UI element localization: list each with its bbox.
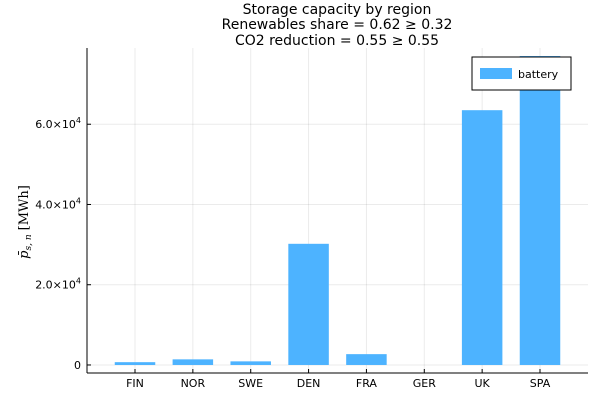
x-tick-label: FIN [126,377,144,390]
bar-uk [461,110,503,365]
x-tick-label: UK [475,377,491,390]
x-tick-label: DEN [297,377,321,390]
bar-fin [114,362,156,365]
bar-fra [346,354,387,365]
bar-den [288,243,329,365]
legend-label-battery: battery [518,68,559,81]
x-tick-label: NOR [181,377,206,390]
x-tick-label: SPA [530,377,551,390]
title-line-3: CO2 reduction = 0.55 ≥ 0.55 [235,33,439,49]
y-axis-label-subscript: s, n [24,234,34,250]
y-axis-label-symbol: p̄ [17,250,32,259]
bar-swe [230,361,271,365]
y-tick-label: 2.0×104 [35,277,81,292]
y-tick-label: 4.0×104 [35,196,81,211]
chart-title: Storage capacity by region Renewables sh… [222,2,453,49]
y-tick-label: 6.0×104 [35,116,81,131]
x-tick-labels: FIN NOR SWE DEN FRA GER UK SPA [126,369,551,390]
grid-lines [87,48,588,373]
y-axis-label-unit: [MWh] [17,185,32,230]
title-line-1: Storage capacity by region [243,2,432,18]
legend-swatch-battery [480,68,512,79]
y-tick-label: 0 [74,359,81,372]
title-line-2: Renewables share = 0.62 ≥ 0.32 [222,17,453,33]
bars [114,56,561,365]
legend: battery [471,56,572,91]
axes [86,48,588,374]
bar-nor [172,359,214,365]
y-tick-labels: 0 2.0×104 4.0×104 6.0×104 [35,116,91,372]
bar-spa [519,56,561,365]
x-tick-label: GER [413,377,436,390]
x-tick-label: SWE [238,377,263,390]
x-tick-label: FRA [356,377,378,390]
y-axis-label: p̄s, n [MWh] [17,185,34,259]
